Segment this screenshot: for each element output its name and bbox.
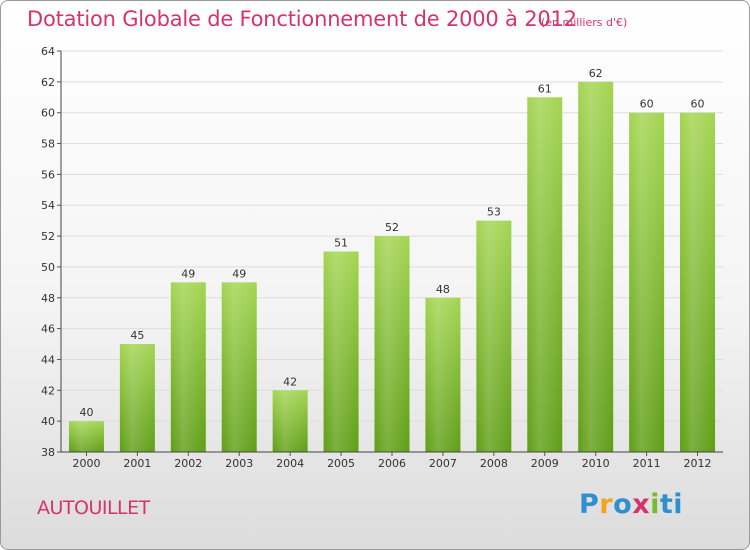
x-tick-label: 2001 (123, 457, 151, 470)
x-tick-label: 2006 (378, 457, 406, 470)
data-label: 42 (283, 375, 297, 388)
y-tick-label: 50 (41, 261, 55, 274)
axes: 38 40 42 44 46 48 50 52 54 56 58 60 62 64 2000 2001 2002… (41, 45, 723, 470)
y-tick-label: 42 (41, 384, 55, 397)
x-tick-label: 2012 (684, 457, 712, 470)
x-tick-label: 2010 (582, 457, 610, 470)
x-tick-label: 2002 (174, 457, 202, 470)
bar-highlight (629, 112, 665, 452)
y-tick-label: 52 (41, 230, 55, 243)
y-tick-label: 48 (41, 292, 55, 305)
bar-highlight (323, 251, 359, 452)
data-label: 40 (79, 406, 93, 419)
x-tick-label: 2009 (531, 457, 559, 470)
bar-highlight (119, 344, 155, 452)
data-label: 51 (334, 237, 348, 250)
y-tick-label: 58 (41, 138, 55, 151)
x-tick-label: 2005 (327, 457, 355, 470)
data-label: 60 (640, 98, 654, 111)
bar-highlight (221, 282, 257, 452)
bar-highlight (425, 297, 461, 452)
x-tick-label: 2000 (72, 457, 100, 470)
x-tick-label: 2007 (429, 457, 457, 470)
y-tick-label: 62 (41, 76, 55, 89)
bar-highlight (680, 112, 716, 452)
bar-highlight (170, 282, 206, 452)
data-label: 53 (487, 206, 501, 219)
y-tick-label: 46 (41, 323, 55, 336)
x-tick-label: 2004 (276, 457, 304, 470)
commune-name: AUTOUILLET (37, 497, 150, 519)
bar-highlight (527, 97, 563, 453)
x-tick-label: 2003 (225, 457, 253, 470)
x-tick-label: 2011 (633, 457, 661, 470)
data-label: 49 (181, 267, 195, 280)
data-label: 61 (538, 82, 552, 95)
data-label: 62 (589, 67, 603, 80)
bar-highlight (578, 81, 614, 452)
y-tick-label: 40 (41, 415, 55, 428)
y-tick-label: 60 (41, 107, 55, 120)
y-tick-label: 38 (41, 446, 55, 459)
bars: 40 45 49 49 42 51 52 48 53 61 62 60 60 (68, 67, 716, 453)
bar-highlight (272, 390, 308, 452)
y-tick-label: 64 (41, 45, 55, 58)
data-label: 48 (436, 283, 450, 296)
chart-subtitle: (en milliers d'€) (541, 16, 628, 29)
bar-highlight (374, 236, 410, 452)
data-label: 45 (130, 329, 144, 342)
bar-highlight (68, 421, 104, 452)
data-label: 49 (232, 267, 246, 280)
x-tick-label: 2008 (480, 457, 508, 470)
bar-highlight (476, 220, 512, 452)
proxiti-logo: Proxiti (579, 489, 684, 520)
data-label: 52 (385, 221, 399, 234)
y-tick-label: 56 (41, 168, 55, 181)
data-label: 60 (691, 98, 705, 111)
y-tick-label: 44 (41, 353, 55, 366)
y-tick-label: 54 (41, 199, 55, 212)
chart-title: Dotation Globale de Fonctionnement de 20… (27, 7, 577, 31)
